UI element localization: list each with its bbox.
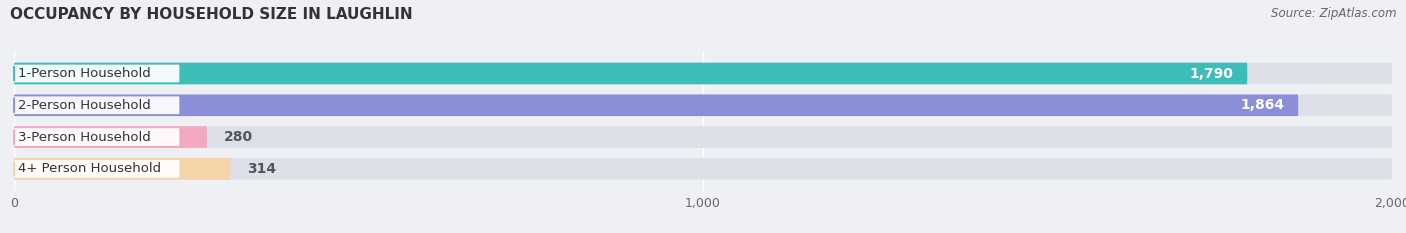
FancyBboxPatch shape [14, 126, 207, 148]
Text: 280: 280 [224, 130, 253, 144]
FancyBboxPatch shape [14, 94, 1298, 116]
FancyBboxPatch shape [14, 94, 1392, 116]
FancyBboxPatch shape [14, 128, 180, 146]
Text: 1,864: 1,864 [1240, 98, 1285, 112]
Text: 1,790: 1,790 [1189, 66, 1233, 80]
FancyBboxPatch shape [14, 158, 231, 180]
Text: 1-Person Household: 1-Person Household [18, 67, 150, 80]
FancyBboxPatch shape [14, 63, 1247, 84]
Text: 314: 314 [247, 162, 277, 176]
Text: OCCUPANCY BY HOUSEHOLD SIZE IN LAUGHLIN: OCCUPANCY BY HOUSEHOLD SIZE IN LAUGHLIN [10, 7, 412, 22]
Text: Source: ZipAtlas.com: Source: ZipAtlas.com [1271, 7, 1396, 20]
FancyBboxPatch shape [14, 158, 1392, 180]
FancyBboxPatch shape [14, 126, 1392, 148]
FancyBboxPatch shape [14, 65, 180, 82]
Text: 3-Person Household: 3-Person Household [18, 130, 150, 144]
FancyBboxPatch shape [14, 160, 180, 178]
Text: 4+ Person Household: 4+ Person Household [18, 162, 162, 175]
FancyBboxPatch shape [14, 96, 180, 114]
Text: 2-Person Household: 2-Person Household [18, 99, 150, 112]
FancyBboxPatch shape [14, 63, 1392, 84]
